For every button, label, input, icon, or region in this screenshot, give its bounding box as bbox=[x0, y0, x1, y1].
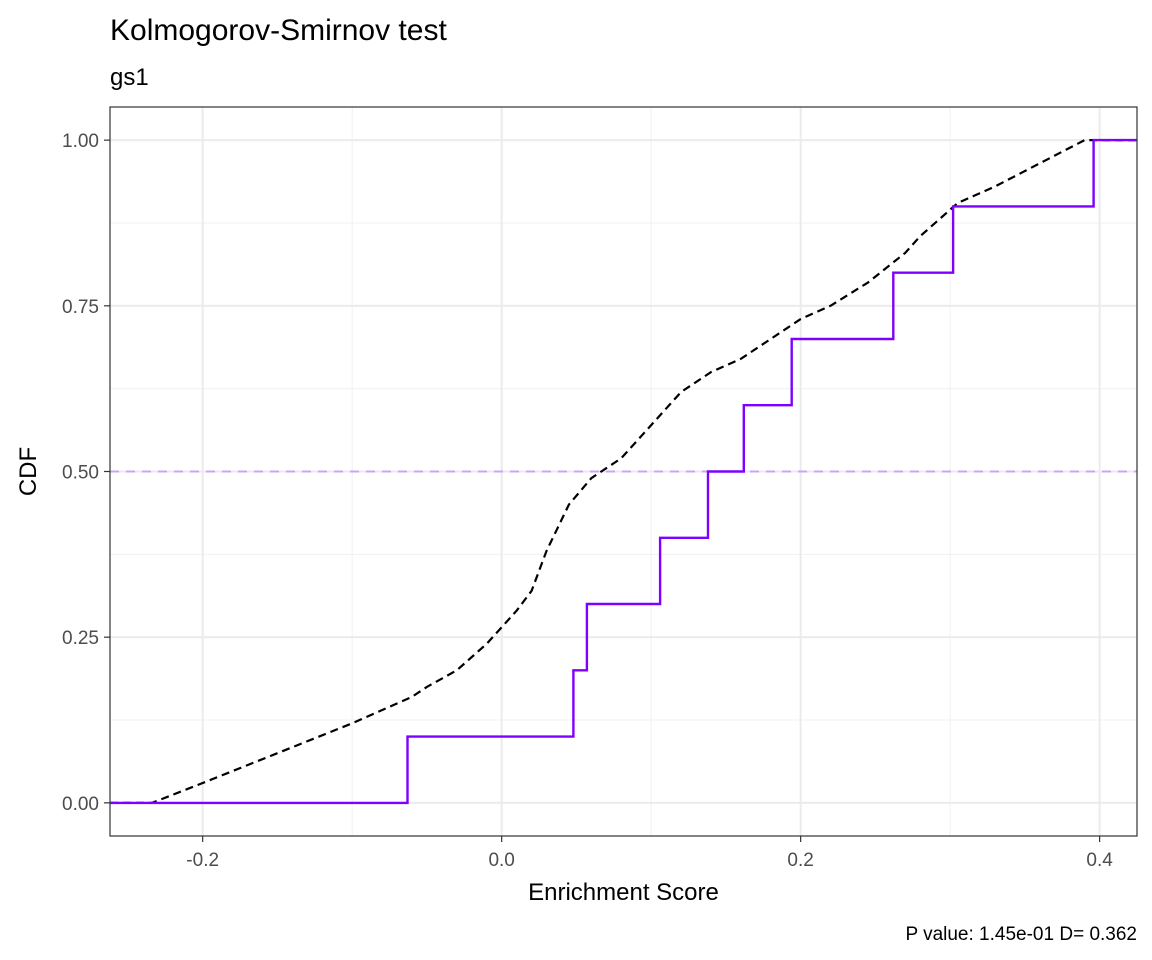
geneset-cdf-step-line bbox=[110, 138, 1137, 805]
data-lines bbox=[110, 138, 1137, 805]
x-tick-label: -0.2 bbox=[186, 850, 219, 871]
chart-title: Kolmogorov-Smirnov test bbox=[110, 14, 447, 47]
y-tick-label: 1.00 bbox=[62, 131, 99, 152]
chart-subtitle: gs1 bbox=[110, 64, 149, 91]
y-tick-label: 0.75 bbox=[62, 297, 99, 318]
chart-caption: P value: 1.45e-01 D= 0.362 bbox=[905, 924, 1137, 945]
y-tick-label: 0.50 bbox=[62, 463, 99, 484]
y-axis-title: CDF bbox=[15, 447, 42, 496]
x-tick-label: 0.0 bbox=[488, 850, 514, 871]
axis-ticks: -0.2 0.0 0.2 0.4 0.00 0.25 0.50 0.75 1.00 bbox=[62, 131, 1113, 871]
y-tick-label: 0.00 bbox=[62, 794, 99, 815]
x-tick-label: 0.2 bbox=[787, 850, 813, 871]
y-tick-label: 0.25 bbox=[62, 628, 99, 649]
background-cdf-line bbox=[110, 139, 1137, 805]
x-tick-label: 0.4 bbox=[1086, 850, 1113, 871]
x-axis-title: Enrichment Score bbox=[528, 879, 719, 906]
